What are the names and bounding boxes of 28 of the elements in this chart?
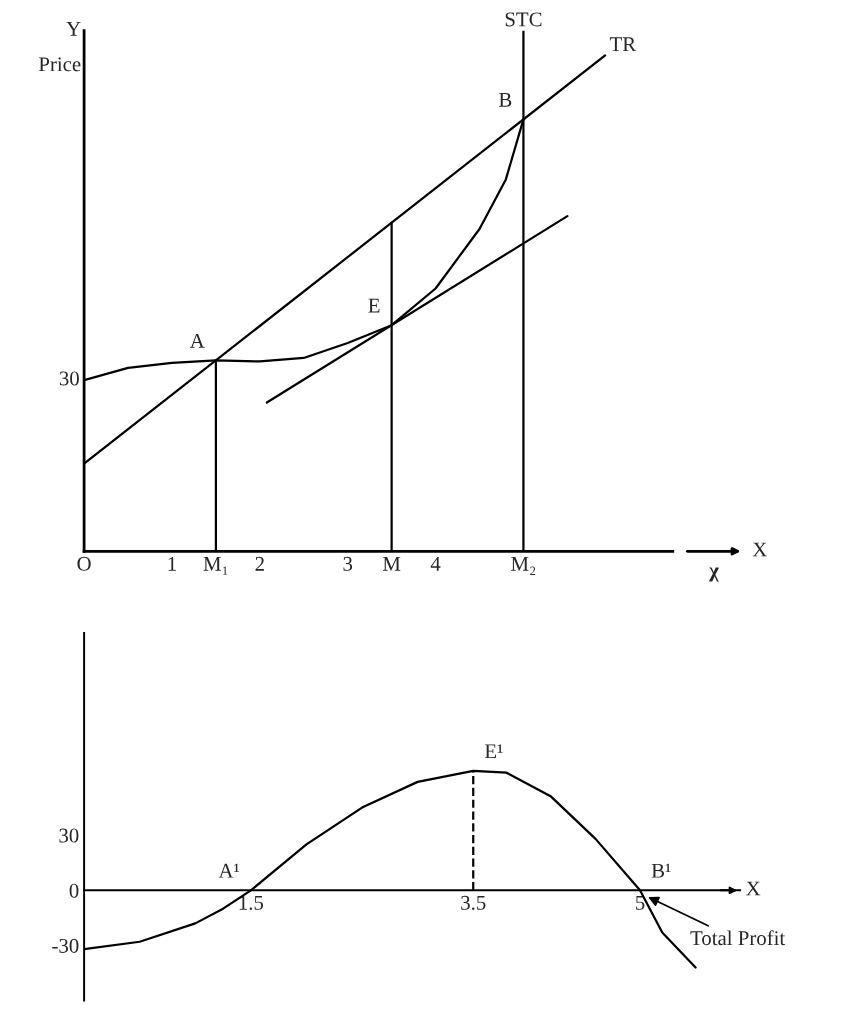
text: χ: [709, 567, 720, 582]
x-tick-label: 4: [430, 556, 441, 571]
annotation: E: [368, 298, 380, 313]
ref-line-label: STC: [505, 12, 542, 27]
annotation: A¹: [218, 863, 240, 878]
x-tick-label: 3: [343, 556, 353, 571]
annotation: B: [499, 92, 512, 107]
legend-label: Total Profit: [690, 930, 786, 946]
x-axis-title: X: [752, 542, 767, 557]
annotation: B¹: [651, 863, 671, 878]
x-tick-label: 1: [168, 556, 176, 571]
annotation: E¹: [484, 744, 503, 759]
annotation: A: [189, 333, 205, 348]
x-tick-label: 2: [255, 556, 264, 571]
series-label: TR: [609, 37, 637, 51]
x-tick-label: M₁: [203, 557, 228, 575]
x-tick-label: M: [382, 557, 401, 571]
x-tick-label: O: [77, 556, 91, 571]
y-tick-label: 0: [69, 883, 79, 898]
text: Y: [66, 22, 81, 36]
x-tick-label: 5: [636, 895, 645, 910]
x-tick-label: M₂: [511, 557, 536, 575]
y-tick-label: -30: [52, 938, 79, 953]
y-axis-title: Price: [38, 57, 81, 72]
x-axis-title: X: [746, 881, 761, 896]
y-tick-label: 30: [59, 828, 79, 843]
x-tick-label: 3.5: [461, 895, 486, 910]
x-tick-label: 1.5: [239, 895, 264, 910]
